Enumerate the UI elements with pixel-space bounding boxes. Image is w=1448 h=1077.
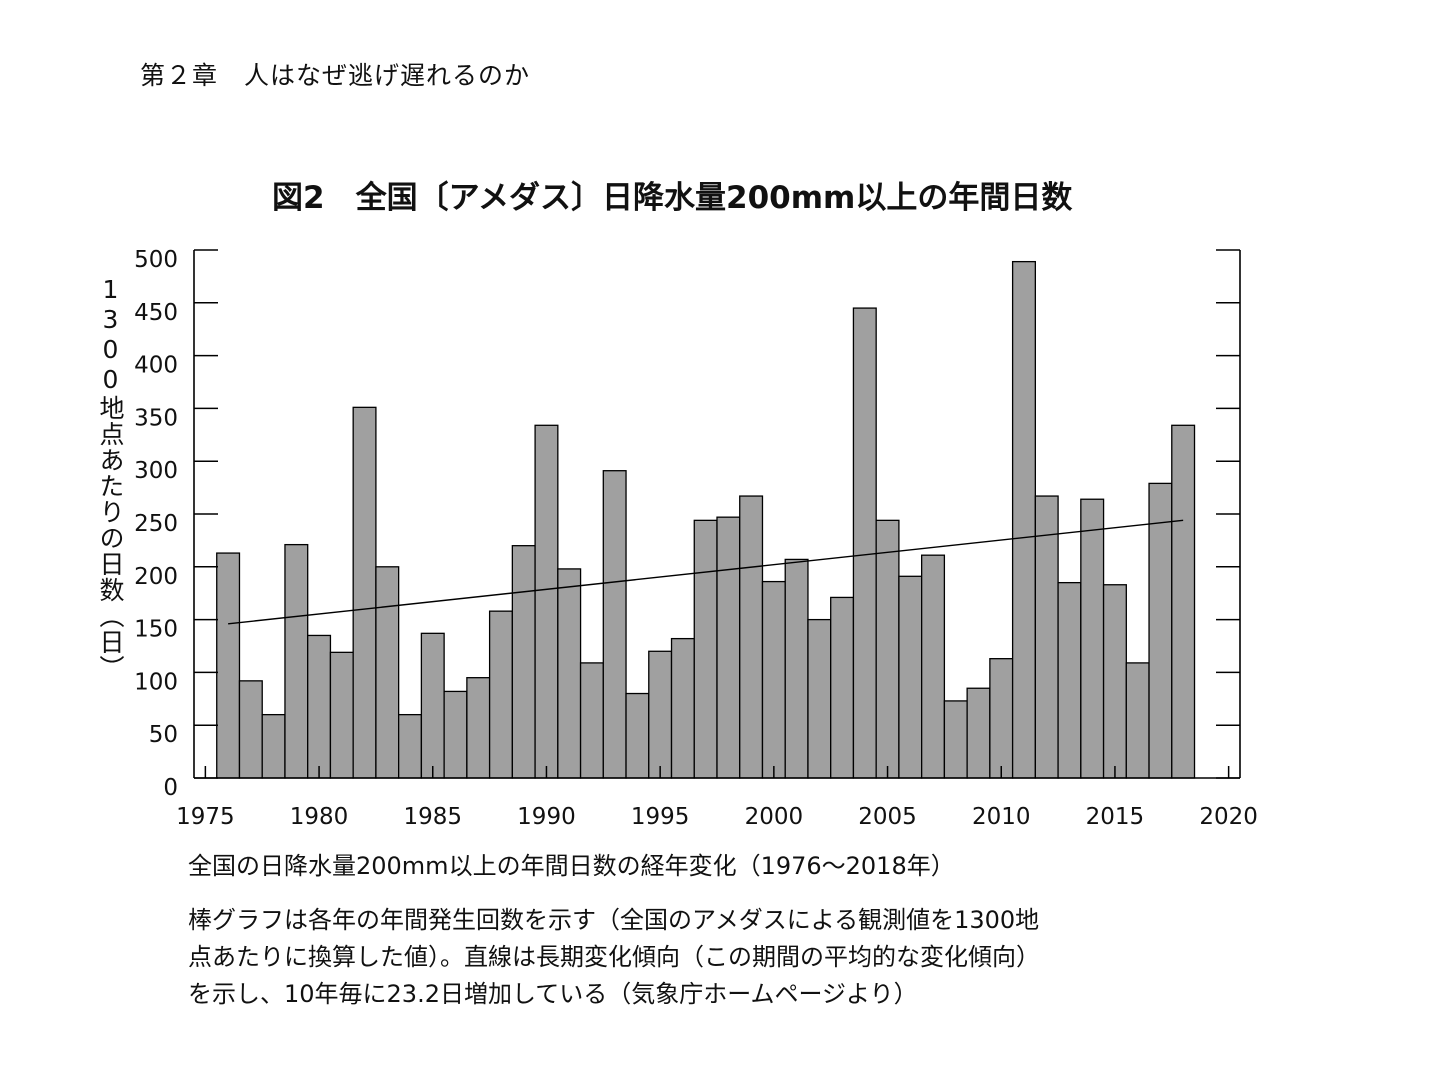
y-tick-label: 400: [134, 353, 178, 379]
bar: [693, 519, 718, 779]
bar: [716, 516, 741, 779]
y-tick-label: 100: [134, 669, 178, 695]
bar: [966, 687, 991, 779]
bar: [307, 634, 332, 779]
x-tick-label: 2000: [745, 804, 804, 830]
bar: [1102, 584, 1127, 779]
bar: [648, 650, 673, 779]
figure-caption: 全国の日降水量200mm以上の年間日数の経年変化（1976～2018年）: [188, 852, 955, 880]
bar: [579, 662, 604, 779]
x-tick-label: 2015: [1086, 804, 1145, 830]
bar: [670, 637, 695, 779]
bar: [739, 495, 764, 779]
y-tick-label: 0: [163, 775, 178, 801]
bar: [511, 545, 536, 779]
bar: [1011, 260, 1036, 779]
bar: [784, 558, 809, 779]
figure-description: 棒グラフは各年の年間発生回数を示す（全国のアメダスによる観測値を1300地 点あ…: [188, 902, 1248, 1013]
y-tick-label: 250: [134, 511, 178, 537]
bar: [557, 568, 582, 779]
bar: [238, 680, 263, 779]
bar: [284, 543, 309, 779]
bar: [602, 470, 627, 779]
bar: [852, 307, 877, 779]
y-tick-label: 50: [149, 722, 178, 748]
bar: [420, 632, 445, 779]
x-tick-label: 2020: [1199, 804, 1258, 830]
y-tick-label: 500: [134, 247, 178, 273]
bar: [329, 651, 354, 779]
x-tick-label: 1985: [403, 804, 462, 830]
chapter-heading: 第２章 人はなぜ逃げ遅れるのか: [140, 61, 531, 90]
x-tick-label: 1980: [290, 804, 349, 830]
bar: [488, 610, 513, 779]
x-tick-label: 1975: [176, 804, 235, 830]
bar: [534, 424, 559, 779]
y-tick-label: 150: [134, 617, 178, 643]
description-line: 棒グラフは各年の年間発生回数を示す（全国のアメダスによる観測値を1300地: [188, 906, 1040, 934]
bar: [1125, 662, 1150, 779]
bar: [375, 566, 400, 779]
bar: [216, 552, 241, 779]
x-tick-label: 2005: [858, 804, 917, 830]
description-line: を示し、10年毎に23.2日増加している（気象庁ホームページより）: [188, 980, 918, 1008]
bar: [989, 658, 1014, 779]
bar: [898, 575, 923, 779]
bar: [261, 713, 286, 779]
x-tick-label: 2010: [972, 804, 1031, 830]
figure-title: 図2 全国〔アメダス〕日降水量200mm以上の年間日数: [272, 180, 1073, 216]
bar: [1057, 581, 1082, 779]
bar: [943, 700, 968, 779]
bar: [466, 677, 491, 779]
trend-line: [228, 519, 1184, 625]
bar: [1171, 424, 1196, 779]
y-tick-label: 200: [134, 564, 178, 590]
bar: [807, 618, 832, 779]
bar: [625, 692, 650, 779]
bar: [875, 519, 900, 779]
y-tick-label: 300: [134, 458, 178, 484]
bar: [352, 406, 377, 779]
x-tick-label: 1990: [517, 804, 576, 830]
bar: [830, 596, 855, 779]
y-axis-label: 1300地点あたりの日数（日）: [96, 275, 125, 681]
bar: [1034, 495, 1059, 779]
bar: [1080, 498, 1105, 779]
bar: [1148, 482, 1173, 779]
bar: [443, 690, 468, 779]
y-tick-label: 350: [134, 405, 178, 431]
bar: [397, 713, 423, 779]
y-tick-label: 450: [134, 300, 178, 326]
bar: [921, 554, 946, 779]
bar: [761, 580, 786, 779]
description-line: 点あたりに換算した値）。直線は長期変化傾向（この期間の平均的な変化傾向）: [188, 943, 1040, 971]
x-tick-label: 1995: [631, 804, 690, 830]
